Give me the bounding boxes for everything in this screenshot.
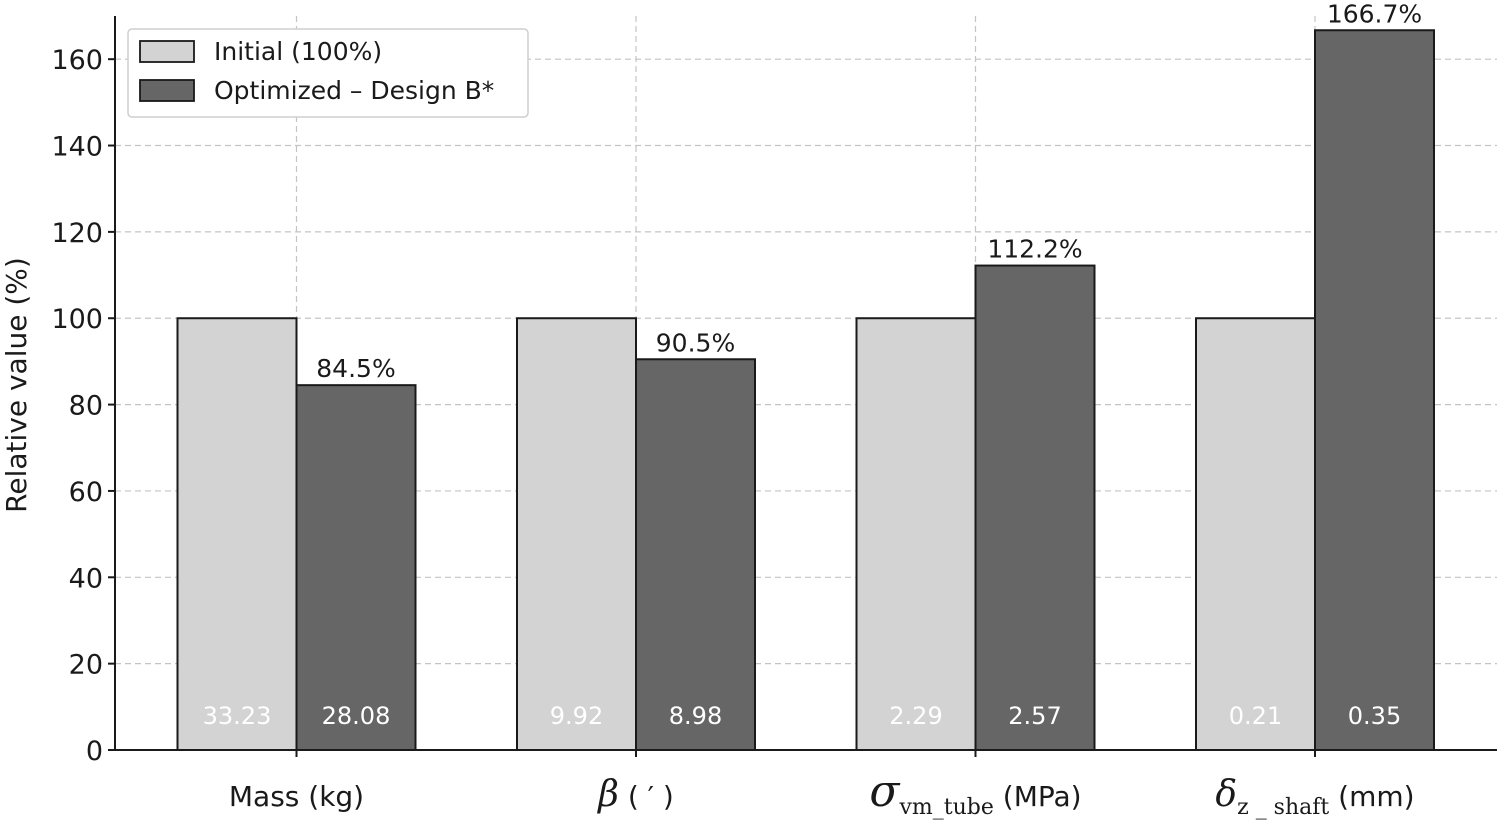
y-tick-label: 60 — [69, 477, 103, 508]
legend-frame — [127, 28, 529, 118]
bar-layer — [176, 29, 1435, 752]
legend: Initial (100%) Optimized – Design B* — [127, 28, 529, 118]
bar-optimized — [974, 264, 1096, 751]
x-tick-label: β ( ′ ) — [596, 774, 674, 815]
bar-raw-value-label: 2.29 — [889, 702, 942, 730]
y-tick-label: 100 — [51, 304, 103, 335]
legend-label: Initial (100%) — [214, 37, 382, 66]
bar-raw-value-label: 0.35 — [1348, 702, 1401, 730]
bar-percent-label: 84.5% — [316, 354, 395, 383]
bar-optimized — [295, 384, 417, 751]
y-tick-label: 40 — [69, 563, 103, 594]
bar-optimized — [635, 358, 756, 751]
y-axis-label: Relative value (%) — [0, 257, 33, 513]
bar-initial — [1195, 317, 1316, 751]
x-tick-label: Mass (kg) — [229, 780, 364, 813]
bar-raw-value-label: 33.23 — [203, 702, 272, 730]
bar-optimized — [1314, 29, 1435, 752]
y-tick-label: 20 — [69, 650, 103, 681]
y-tick-label: 160 — [51, 45, 103, 76]
x-tick-label: σvm_tube (MPa) — [869, 766, 1081, 820]
bar-initial — [176, 317, 298, 751]
axis-layer: 0 20 40 60 80 100 120 140 160 Mass (kg) β ( ′ ) σvm… — [51, 16, 1497, 820]
bar-raw-value-label: 9.92 — [550, 702, 603, 730]
bar-raw-value-label: 28.08 — [322, 702, 391, 730]
legend-swatch — [139, 40, 195, 63]
bar-percent-label: 90.5% — [656, 328, 735, 357]
bar-percent-label: 166.7% — [1327, 0, 1422, 28]
label-layer: 33.23 9.92 2.29 0.21 28.08 84.5% 8.98 90.5% 2.57… — [203, 0, 1423, 730]
bar-percent-label: 112.2% — [987, 235, 1082, 264]
bar-raw-value-label: 2.57 — [1008, 702, 1061, 730]
bar-initial — [855, 317, 977, 751]
y-tick-label: 140 — [51, 132, 103, 163]
y-tick-label: 120 — [51, 218, 103, 249]
legend-label: Optimized – Design B* — [214, 76, 494, 105]
bar-raw-value-label: 8.98 — [669, 702, 722, 730]
bar-raw-value-label: 0.21 — [1229, 702, 1282, 730]
bar-initial — [516, 317, 637, 751]
y-tick-label: 80 — [69, 391, 103, 422]
y-tick-label: 0 — [86, 736, 103, 767]
x-tick-label: δz _ shaft (mm) — [1215, 774, 1414, 820]
legend-swatch — [139, 79, 195, 102]
